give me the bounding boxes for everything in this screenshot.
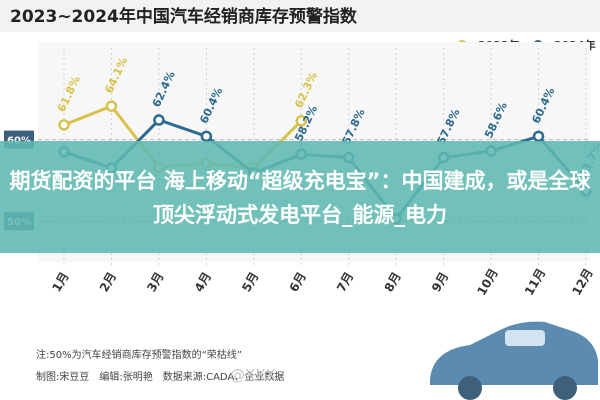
x-tick-label: 3月: [144, 270, 166, 295]
title-bar: [0, 0, 600, 32]
x-tick-label: 4月: [192, 270, 214, 295]
watermark: @XXX: [230, 366, 276, 384]
headline-text[interactable]: 期货配资的平台 海上移动“超级充电宝”：中国建成，或是全球顶尖浮动式发电平台_能…: [9, 169, 591, 227]
x-tick-label: 6月: [287, 270, 309, 295]
data-point: [295, 115, 308, 127]
x-tick-label: 12月: [569, 266, 595, 298]
data-point: [153, 114, 165, 126]
data-point: [105, 100, 118, 112]
x-tick-label: 9月: [429, 270, 451, 295]
x-tick-label: 1月: [49, 270, 71, 295]
footer-credit: 制图:宋豆豆 编辑:张明艳 数据来源:CADA、企业数据: [36, 370, 284, 383]
data-point: [200, 130, 213, 143]
x-tick-label: 2月: [97, 270, 119, 295]
car-icon: [430, 321, 598, 400]
x-tick-label: 8月: [382, 270, 404, 295]
data-point: [532, 130, 545, 143]
x-tick-label: 10月: [474, 266, 500, 298]
x-tick-label: 7月: [334, 270, 356, 295]
data-point: [58, 119, 70, 131]
headline-overlay: [0, 141, 600, 253]
x-tick-label: 11月: [522, 266, 548, 298]
x-tick-label: 5月: [239, 270, 261, 295]
footer-note: 注:50%为汽车经销商库存预警指数的“荣枯线”: [36, 348, 242, 361]
chart-title: 2023~2024年中国汽车经销商库存预警指数: [10, 6, 358, 27]
